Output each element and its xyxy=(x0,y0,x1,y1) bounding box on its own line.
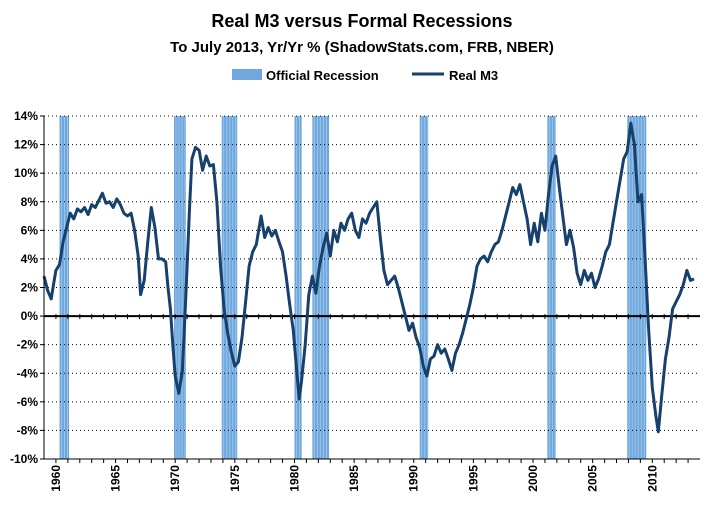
y-tick-label: 14% xyxy=(14,109,38,123)
y-tick-label: 6% xyxy=(21,223,39,237)
x-tick-label: 1960 xyxy=(49,465,63,492)
recession-band xyxy=(174,116,186,459)
x-tick-labels: 1960 1965 1970 1975 1980 1985 1990 1995 2000 2005… xyxy=(49,465,659,492)
y-tick-label: 10% xyxy=(14,166,38,180)
x-tick-label: 1965 xyxy=(109,465,123,492)
chart-subtitle: To July 2013, Yr/Yr % (ShadowStats.com, … xyxy=(170,39,554,56)
x-tick-label: 1970 xyxy=(168,465,182,492)
legend-recession-swatch xyxy=(232,69,262,80)
y-tick-label: 8% xyxy=(21,195,39,209)
x-tick-label: 1980 xyxy=(287,465,301,492)
chart-title: Real M3 versus Formal Recessions xyxy=(211,11,512,31)
x-tick-label: 1990 xyxy=(407,465,421,492)
y-tick-label: -6% xyxy=(17,395,39,409)
series-lines xyxy=(42,121,695,434)
y-tick-label: -10% xyxy=(10,452,38,466)
recession-band xyxy=(419,116,429,459)
x-tick-label: 1995 xyxy=(466,465,480,492)
y-tick-label: -8% xyxy=(17,423,39,437)
x-tick-label: 2000 xyxy=(526,465,540,492)
y-tick-label: 2% xyxy=(21,281,39,295)
x-tick-label: 1975 xyxy=(228,465,242,492)
x-tick-label: 2010 xyxy=(645,465,659,492)
recession-band xyxy=(294,116,302,459)
y-tick-labels: -10% -8% -6% -4% -2% 0% 2% 4% 6% 8% 10% 12% 14% xyxy=(10,109,38,466)
legend: Official Recession Real M3 xyxy=(232,68,498,83)
x-tick-label: 2005 xyxy=(586,465,600,492)
y-tick-label: 0% xyxy=(21,309,39,323)
axes xyxy=(40,115,700,463)
legend-m3-label: Real M3 xyxy=(449,68,498,83)
y-tick-label: -2% xyxy=(17,338,39,352)
zero-line xyxy=(44,314,700,320)
recession-band xyxy=(547,116,556,459)
plot-area xyxy=(40,115,700,463)
x-tick-label: 1985 xyxy=(347,465,361,492)
y-tick-label: 4% xyxy=(21,252,39,266)
series-real-m3-line xyxy=(42,121,695,434)
legend-recession-label: Official Recession xyxy=(266,68,379,83)
y-tick-label: 12% xyxy=(14,138,38,152)
y-tick-label: -4% xyxy=(17,366,39,380)
